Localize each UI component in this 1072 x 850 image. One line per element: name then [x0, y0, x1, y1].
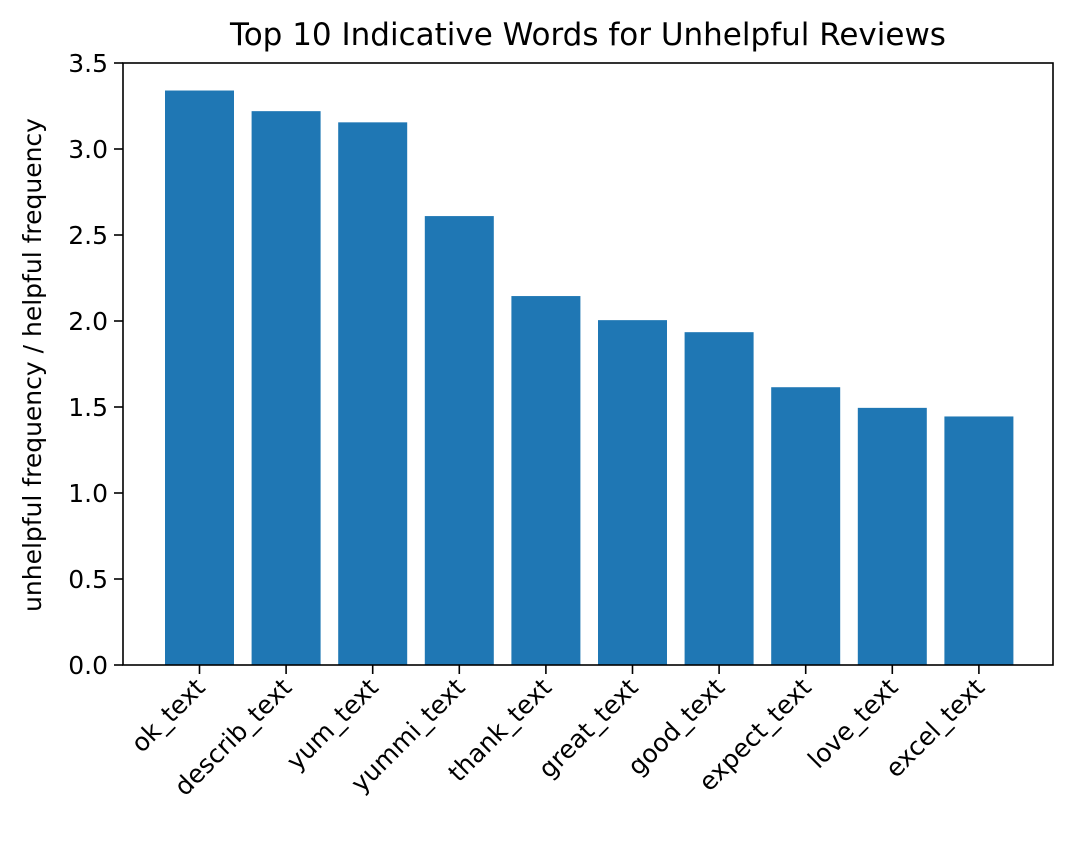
plot-frame [122, 62, 1054, 666]
y-tick-label: 0.0 [68, 651, 108, 680]
y-tick-label: 3.5 [68, 49, 108, 78]
bar-yummi_text [424, 216, 494, 665]
y-tick-label: 1.0 [68, 479, 108, 508]
y-tick-label: 2.0 [68, 307, 108, 336]
bar-good_text [684, 332, 754, 665]
y-axis: 0.0 0.5 1.0 1.5 2.0 2.5 3.0 3.5 [68, 49, 123, 680]
bar-thank_text [511, 296, 581, 665]
y-tick-label: 3.0 [68, 135, 108, 164]
y-tick-label: 2.5 [68, 221, 108, 250]
bar-expect_text [771, 387, 841, 665]
x-tick-label: ok_text [125, 673, 210, 758]
bar-describ_text [251, 111, 321, 665]
bars-group [165, 90, 1014, 666]
bar-ok_text [165, 90, 234, 665]
bar-excel_text [944, 416, 1014, 665]
y-tick-label: 1.5 [68, 393, 108, 422]
bar-yum_text [338, 122, 408, 666]
bar-love_text [857, 407, 927, 665]
y-axis-label: unhelpful frequency / helpful frequency [18, 118, 47, 612]
x-axis: ok_textdescrib_textyum_textyummi_texttha… [125, 665, 990, 801]
y-tick-label: 0.5 [68, 565, 108, 594]
chart-title: Top 10 Indicative Words for Unhelpful Re… [229, 17, 946, 53]
bar-great_text [598, 320, 667, 665]
